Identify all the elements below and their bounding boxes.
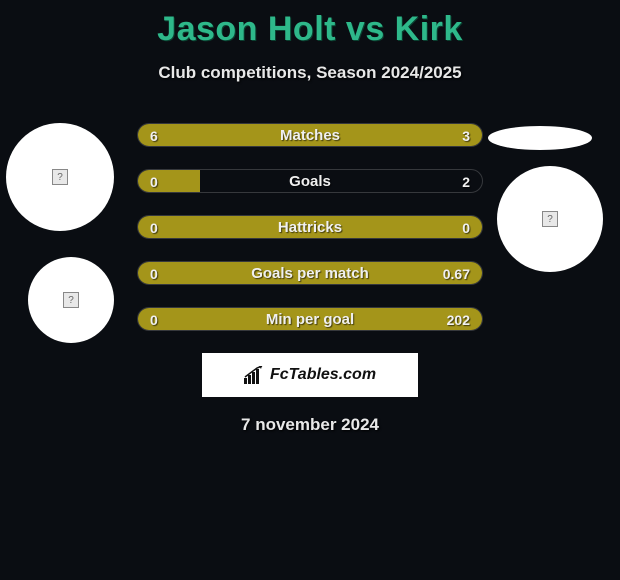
player1-photo: ?	[28, 257, 114, 343]
stat-row: 63Matches	[137, 123, 483, 147]
stat-fill-right	[138, 262, 482, 284]
stat-fill-left	[138, 170, 200, 192]
bars-icon	[244, 366, 266, 384]
stat-value-right: 202	[447, 308, 470, 330]
stat-value-left: 0	[150, 262, 158, 284]
stats-block: 63Matches02Goals00Hattricks00.67Goals pe…	[137, 123, 483, 331]
stat-fill-right	[138, 308, 482, 330]
stat-row: 00.67Goals per match	[137, 261, 483, 285]
stat-fill-left	[138, 216, 482, 238]
stat-fill-left	[138, 124, 482, 146]
footer-date: 7 november 2024	[0, 415, 620, 435]
player1-club-badge: ?	[6, 123, 114, 231]
missing-image-icon: ?	[63, 292, 79, 308]
stat-row: 0202Min per goal	[137, 307, 483, 331]
stat-value-right: 0	[462, 216, 470, 238]
stat-value-right: 2	[462, 170, 470, 192]
player2-photo: ?	[497, 166, 603, 272]
stat-value-left: 0	[150, 216, 158, 238]
stat-value-right: 3	[462, 124, 470, 146]
stat-value-left: 0	[150, 170, 158, 192]
missing-image-icon: ?	[542, 211, 558, 227]
stat-row: 00Hattricks	[137, 215, 483, 239]
stat-value-right: 0.67	[443, 262, 470, 284]
brand-badge: FcTables.com	[202, 353, 418, 397]
missing-image-icon: ?	[52, 169, 68, 185]
page-title: Jason Holt vs Kirk	[0, 0, 620, 49]
stat-row: 02Goals	[137, 169, 483, 193]
player2-club-badge	[488, 126, 592, 150]
stat-value-left: 6	[150, 124, 158, 146]
stat-value-left: 0	[150, 308, 158, 330]
subtitle: Club competitions, Season 2024/2025	[0, 63, 620, 83]
brand-text: FcTables.com	[270, 366, 376, 384]
